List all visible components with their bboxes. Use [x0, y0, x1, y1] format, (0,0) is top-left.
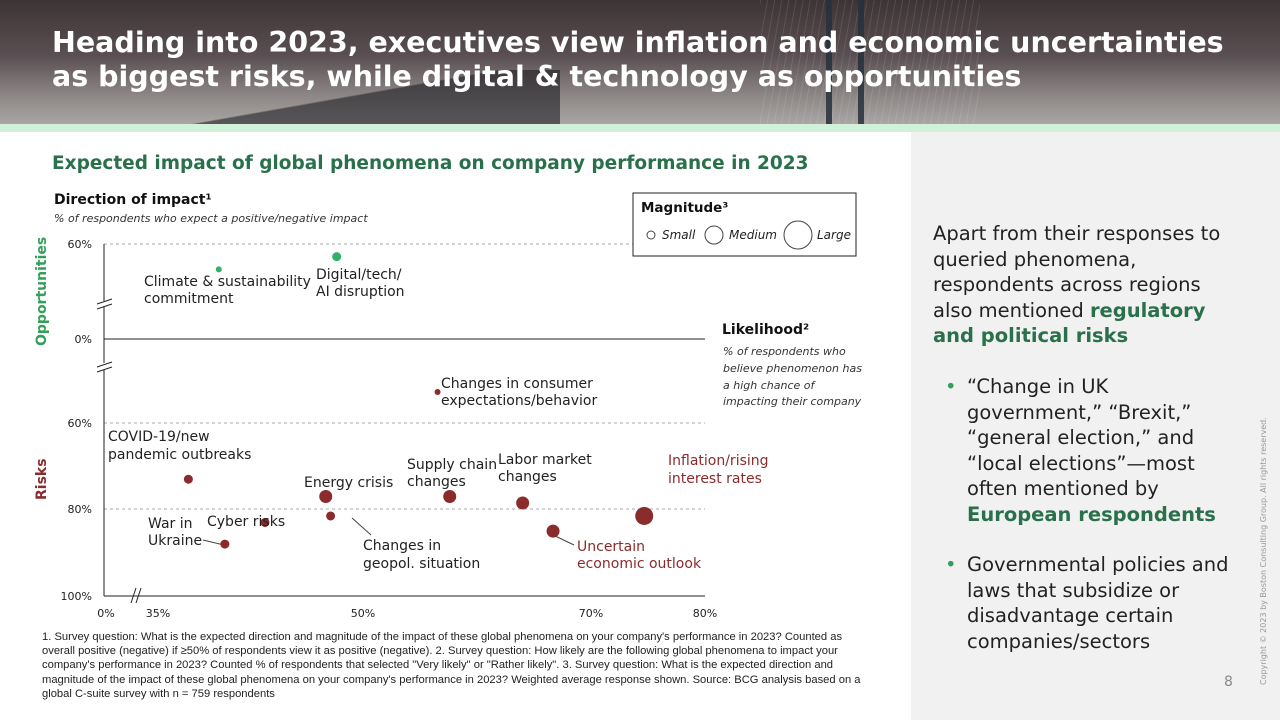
- header-photo-cables: [760, 0, 980, 124]
- side-bullet-text: Governmental policies and laws that subs…: [967, 553, 1229, 653]
- axis-break-mark: [96, 303, 113, 310]
- side-intro: Apart from their responses to queried ph…: [933, 221, 1233, 349]
- side-intro-highlight: regulatory and political risks: [933, 298, 1206, 348]
- point-label: Climate & sustainability commitment: [144, 274, 311, 307]
- side-bullet-text: “Change in UK government,” “Brexit,” “ge…: [967, 375, 1195, 500]
- x-axis-note: % of respondents who believe phenomenon …: [723, 345, 865, 408]
- copyright-notice: Copyright © 2023 by Boston Consulting Gr…: [1259, 417, 1268, 685]
- connector-line: [351, 517, 372, 536]
- legend-small-label: Small: [662, 228, 696, 242]
- opportunity-point: [215, 266, 222, 273]
- y-tick-label: 100%: [61, 590, 92, 603]
- point-label: Cyber risks: [207, 514, 285, 530]
- axis-break-mark: [96, 361, 113, 368]
- axis-break-mark: [96, 298, 113, 305]
- axis-break-mark: [96, 366, 113, 373]
- side-bullet: “Change in UK government,” “Brexit,” “ge…: [945, 374, 1235, 527]
- opportunity-point: [332, 252, 342, 262]
- x-axis-title: Likelihood²: [722, 322, 809, 338]
- risk-point: [183, 474, 193, 484]
- legend-large-label: Large: [817, 228, 851, 242]
- page-title: Heading into 2023, executives view infla…: [52, 26, 1224, 93]
- point-label: Supply chain changes: [407, 457, 497, 490]
- header-photo-pylon: [858, 0, 864, 124]
- axis-break-mark: [135, 587, 142, 604]
- y-axis-note: % of respondents who expect a positive/n…: [54, 212, 368, 225]
- legend-medium-icon: [704, 225, 724, 245]
- point-label: Digital/tech/AI disruption: [316, 267, 405, 300]
- point-label: War in Ukraine: [148, 516, 202, 549]
- risk-point: [319, 490, 333, 504]
- x-tick-label: 80%: [693, 607, 717, 620]
- accent-bar: [0, 124, 1280, 132]
- x-tick-label: 35%: [146, 607, 170, 620]
- data-points: [183, 252, 654, 549]
- risk-point: [326, 511, 336, 521]
- side-bullet-highlight: European respondents: [967, 502, 1216, 526]
- x-tick-label: 70%: [579, 607, 603, 620]
- header-banner: [0, 0, 1280, 124]
- side-bullet-list: “Change in UK government,” “Brexit,” “ge…: [945, 374, 1235, 679]
- y-tick-label: 60%: [68, 417, 92, 430]
- risk-point: [516, 496, 530, 510]
- legend-box: [632, 192, 857, 257]
- legend-small-icon: [646, 230, 656, 240]
- y-tick-label: 60%: [68, 238, 92, 251]
- x-tick-label: 50%: [351, 607, 375, 620]
- legend-title: Magnitude³: [641, 200, 728, 216]
- point-label-highlight: Uncertain economic outlook: [577, 539, 702, 572]
- point-label: Energy crisis: [304, 475, 393, 491]
- footnote: 1. Survey question: What is the expected…: [42, 631, 861, 700]
- x-tick-label: 0%: [97, 607, 114, 620]
- side-intro-text: Apart from their responses to queried ph…: [933, 222, 1221, 322]
- risk-point: [635, 506, 654, 525]
- opportunities-label: Opportunities: [34, 237, 50, 346]
- point-label: Changes in consumer expectations/behavior: [441, 376, 597, 409]
- risk-point: [220, 539, 230, 549]
- legend-large-icon: [783, 220, 813, 250]
- page-number: 8: [1224, 674, 1233, 690]
- point-label-highlight: Inflation/rising interest rates: [668, 453, 769, 487]
- point-label: COVID-19/new pandemic outbreaks: [108, 429, 251, 463]
- risks-label: Risks: [34, 458, 50, 500]
- chart-subtitle: Expected impact of global phenomena on c…: [52, 153, 809, 174]
- header-photo-pylon: [826, 0, 832, 124]
- y-tick-label: 80%: [68, 503, 92, 516]
- risk-point: [546, 524, 560, 538]
- point-label: Labor market changes: [498, 452, 592, 485]
- risk-point: [443, 490, 457, 504]
- risk-point: [260, 517, 270, 527]
- risk-point: [434, 389, 441, 395]
- axis-break-mark: [130, 587, 137, 604]
- scatter-chart: Direction of impact¹ % of respondents wh…: [34, 192, 865, 620]
- point-label: Changes in geopol. situation: [363, 538, 480, 572]
- y-tick-label: 0%: [75, 333, 92, 346]
- legend-medium-label: Medium: [729, 228, 777, 242]
- side-bullet: Governmental policies and laws that subs…: [945, 552, 1235, 654]
- header-photo-road: [0, 70, 560, 124]
- y-axis-title: Direction of impact¹: [54, 192, 212, 208]
